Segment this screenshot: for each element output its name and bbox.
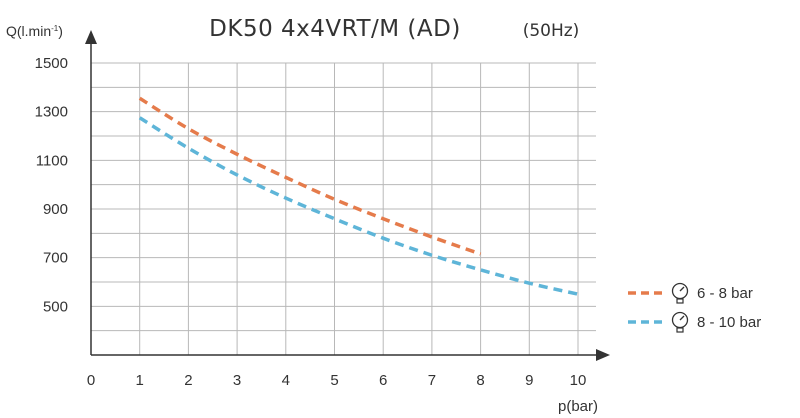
x-tick-label: 3 <box>233 372 241 389</box>
y-axis-label-main: Q(l.min <box>6 23 51 39</box>
y-axis-label-superscript: -1 <box>51 24 59 33</box>
y-tick-labels: 500 700 900 1100 1300 1500 <box>35 55 68 315</box>
x-tick-label: 8 <box>476 372 484 389</box>
y-tick-label: 1500 <box>35 55 68 72</box>
y-axis-arrow <box>85 30 97 44</box>
series-line-2 <box>138 116 579 296</box>
x-tick-label: 7 <box>428 372 436 389</box>
x-tick-label: 1 <box>136 372 144 389</box>
x-tick-label: 4 <box>282 372 290 389</box>
chart-title: DK50 4x4VRT/M (AD) <box>209 16 461 42</box>
legend-item: 8 - 10 bar <box>628 311 761 333</box>
y-axis-label-close: ) <box>58 23 63 39</box>
x-tick-label: 5 <box>330 372 338 389</box>
legend-label: 8 - 10 bar <box>697 314 761 331</box>
legend-label: 6 - 8 bar <box>697 285 753 302</box>
x-tick-label: 10 <box>570 372 587 389</box>
y-tick-label: 700 <box>43 250 68 267</box>
series-line-1 <box>138 96 482 256</box>
x-axis-arrow <box>596 349 610 361</box>
x-tick-label: 6 <box>379 372 387 389</box>
y-axis-label: Q(l.min-1) <box>6 23 63 39</box>
x-tick-label: 9 <box>525 372 533 389</box>
grid <box>91 62 596 355</box>
y-tick-label: 1300 <box>35 104 68 121</box>
y-tick-label: 1100 <box>36 152 68 169</box>
x-axis-label: p(bar) <box>558 398 598 415</box>
y-tick-label: 900 <box>43 201 68 218</box>
x-tick-labels: 0 1 2 3 4 5 6 7 8 9 10 <box>87 372 587 389</box>
pressure-gauge-icon <box>671 282 689 304</box>
series-lines <box>138 96 579 296</box>
legend-item: 6 - 8 bar <box>628 282 753 304</box>
legend: 6 - 8 bar 8 - 10 bar <box>628 282 761 333</box>
x-tick-label: 0 <box>87 372 95 389</box>
pressure-gauge-icon <box>671 311 689 333</box>
x-tick-label: 2 <box>184 372 192 389</box>
axes <box>85 30 610 361</box>
y-tick-label: 500 <box>43 298 68 315</box>
chart-subtitle: (50Hz) <box>523 21 580 41</box>
